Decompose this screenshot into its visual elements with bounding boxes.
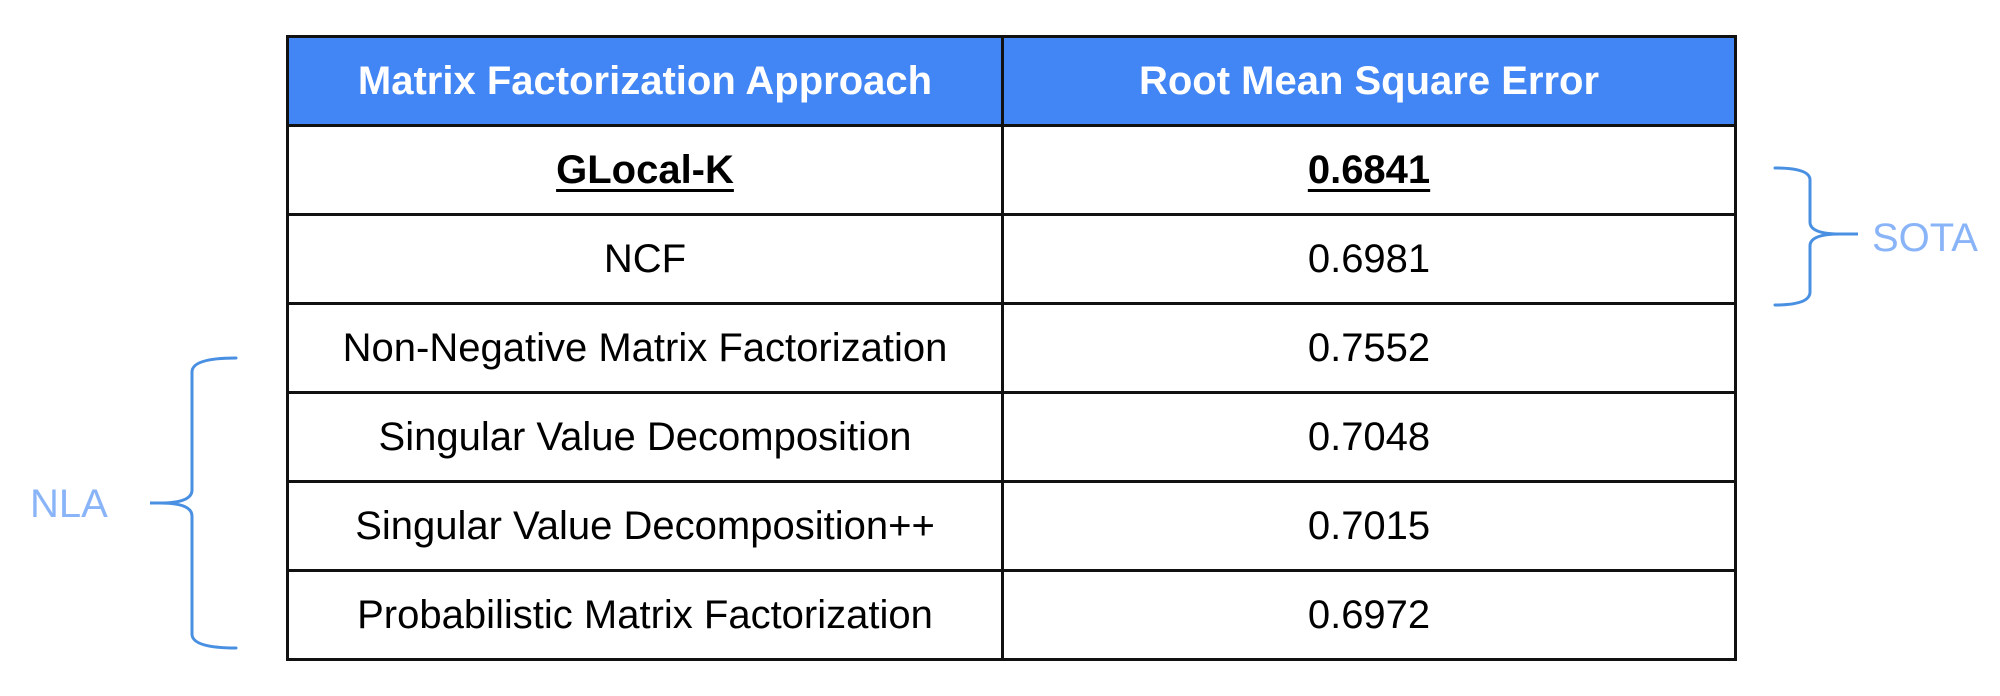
nla-group-label: NLA [30, 482, 108, 526]
sota-group-label: SOTA [1872, 216, 1978, 260]
rmse-cell: 0.7552 [1001, 302, 1737, 394]
table-row: Non-Negative Matrix Factorization 0.7552 [286, 302, 1737, 394]
approach-label: Non-Negative Matrix Factorization [342, 325, 948, 370]
nla-bracket [158, 356, 238, 650]
approach-cell: Singular Value Decomposition++ [286, 480, 1004, 572]
rmse-value: 0.7552 [1307, 325, 1431, 370]
rmse-value: 0.7015 [1307, 503, 1431, 548]
table-body: GLocal-K 0.6841 NCF 0.6981 Non-Negative Matr… [286, 124, 1737, 661]
rmse-value: 0.6841 [1307, 147, 1431, 192]
rmse-cell: 0.6981 [1001, 213, 1737, 305]
table-header-row: Matrix Factorization Approach Root Mean … [286, 35, 1737, 127]
table-row: Singular Value Decomposition++ 0.7015 [286, 480, 1737, 572]
approach-cell: Non-Negative Matrix Factorization [286, 302, 1004, 394]
rmse-cell: 0.7015 [1001, 480, 1737, 572]
approach-label: NCF [603, 236, 687, 281]
approach-label: Singular Value Decomposition [378, 414, 912, 459]
table-row: Singular Value Decomposition 0.7048 [286, 391, 1737, 483]
sota-bracket [1773, 166, 1842, 307]
rmse-value: 0.7048 [1307, 414, 1431, 459]
rmse-value: 0.6981 [1307, 236, 1431, 281]
column-header-rmse: Root Mean Square Error [1001, 35, 1737, 127]
table-row: NCF 0.6981 [286, 213, 1737, 305]
approach-cell: Singular Value Decomposition [286, 391, 1004, 483]
approach-cell: GLocal-K [286, 124, 1004, 216]
rmse-value: 0.6972 [1307, 592, 1431, 637]
approach-cell: Probabilistic Matrix Factorization [286, 569, 1004, 661]
approach-label: GLocal-K [556, 147, 734, 192]
rmse-cell: 0.6841 [1001, 124, 1737, 216]
approach-label: Probabilistic Matrix Factorization [357, 592, 933, 637]
table-row: Probabilistic Matrix Factorization 0.6972 [286, 569, 1737, 661]
rmse-cell: 0.6972 [1001, 569, 1737, 661]
approach-cell: NCF [286, 213, 1004, 305]
table-row: GLocal-K 0.6841 [286, 124, 1737, 216]
results-table-container: Matrix Factorization Approach Root Mean … [286, 35, 1737, 661]
results-table: Matrix Factorization Approach Root Mean … [286, 35, 1737, 661]
rmse-cell: 0.7048 [1001, 391, 1737, 483]
column-header-approach: Matrix Factorization Approach [286, 35, 1004, 127]
approach-label: Singular Value Decomposition++ [355, 503, 935, 548]
